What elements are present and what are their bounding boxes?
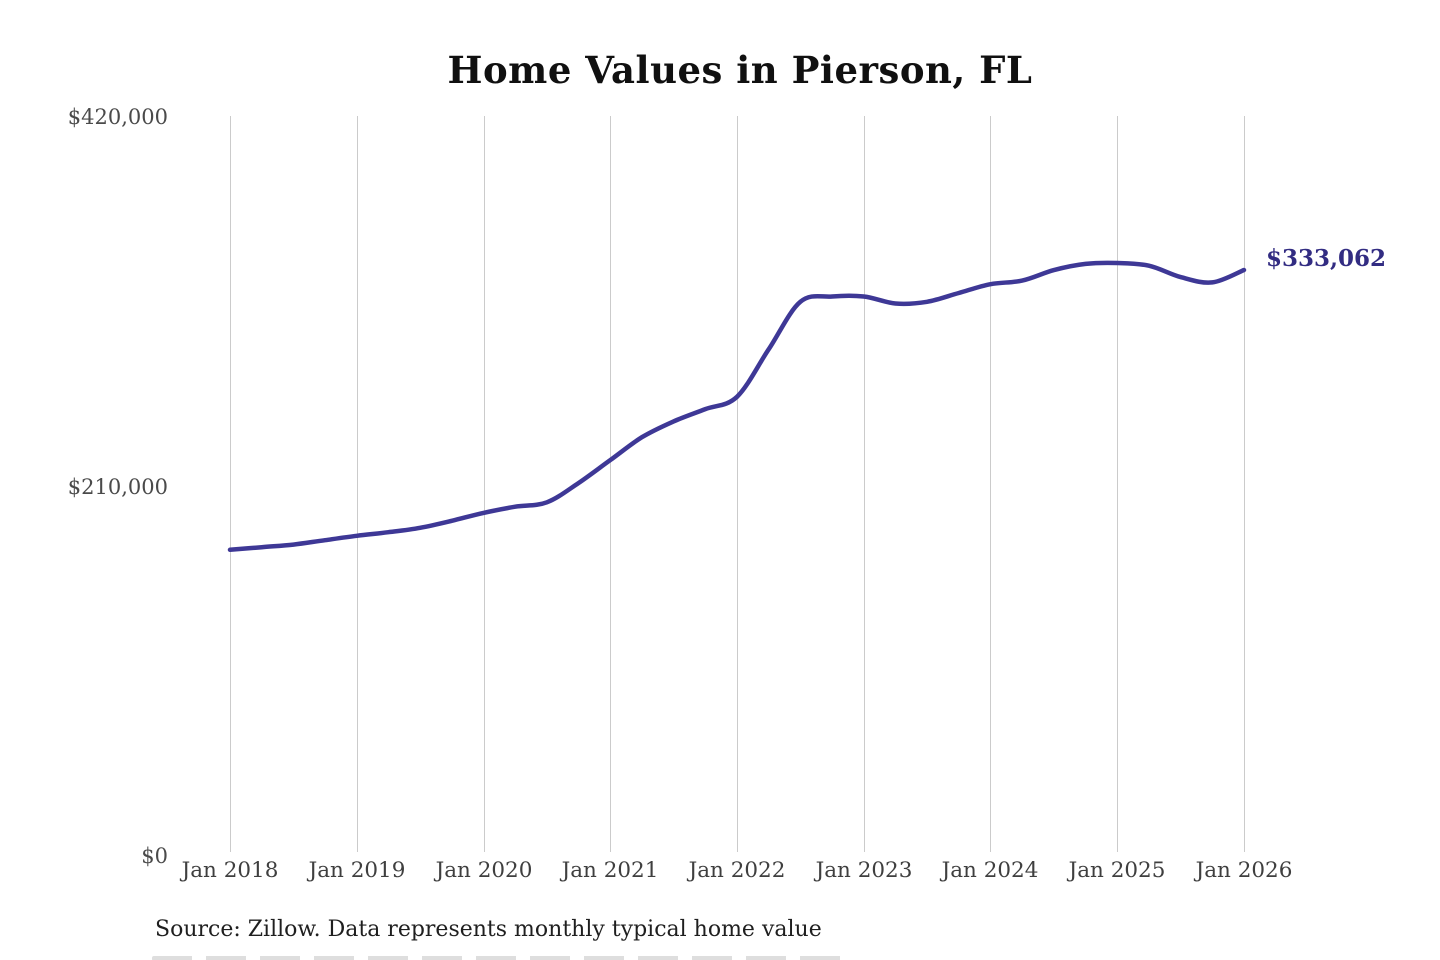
y-tick-0: $0 xyxy=(141,844,168,868)
source-note: Source: Zillow. Data represents monthly … xyxy=(155,917,822,942)
x-tick-jan-2018: Jan 2018 xyxy=(181,858,279,883)
x-tick-jan-2019: Jan 2019 xyxy=(308,858,406,883)
x-tick-jan-2026: Jan 2026 xyxy=(1195,858,1293,883)
gridline-jan-2021 xyxy=(610,116,611,852)
gridline-jan-2024 xyxy=(990,116,991,852)
x-tick-jan-2025: Jan 2025 xyxy=(1068,858,1166,883)
gridline-jan-2023 xyxy=(864,116,865,852)
clipped-text-remnant xyxy=(152,956,842,960)
y-tick-210000: $210,000 xyxy=(67,475,168,499)
x-tick-jan-2024: Jan 2024 xyxy=(941,858,1039,883)
latest-value-label: $333,062 xyxy=(1266,245,1387,272)
gridline-jan-2020 xyxy=(484,116,485,852)
gridline-jan-2026 xyxy=(1244,116,1245,852)
x-tick-jan-2021: Jan 2021 xyxy=(561,858,659,883)
x-tick-jan-2022: Jan 2022 xyxy=(688,858,786,883)
gridline-jan-2018 xyxy=(230,116,231,852)
gridline-jan-2025 xyxy=(1117,116,1118,852)
chart-title: Home Values in Pierson, FL xyxy=(447,48,1033,92)
gridline-jan-2019 xyxy=(357,116,358,852)
gridline-jan-2022 xyxy=(737,116,738,852)
x-tick-jan-2020: Jan 2020 xyxy=(435,858,533,883)
y-tick-420000: $420,000 xyxy=(67,105,168,129)
x-tick-jan-2023: Jan 2023 xyxy=(815,858,913,883)
